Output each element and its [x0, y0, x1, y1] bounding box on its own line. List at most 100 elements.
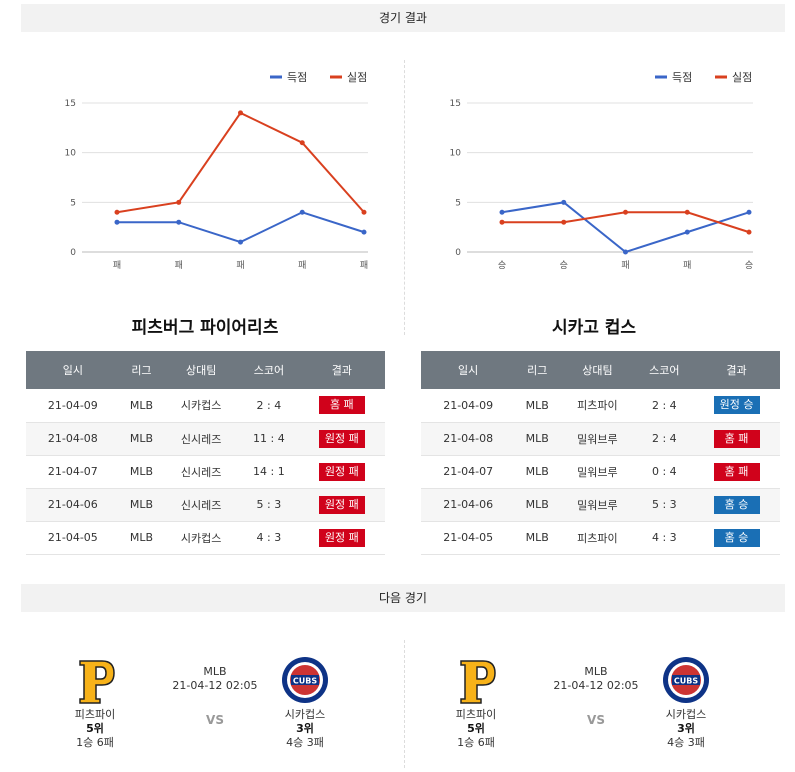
cell-opponent: 신시레즈	[163, 422, 240, 456]
cell-result: 홈 패	[298, 389, 385, 423]
match-info: MLB 21-04-12 02:05 VS	[155, 665, 275, 727]
cell-opponent: 신시레즈	[163, 455, 240, 489]
away-team-rank: 3위	[296, 722, 314, 735]
header-date: 일시	[421, 351, 516, 389]
header-score: 스코어	[239, 351, 299, 389]
data-point	[238, 110, 243, 116]
away-team-name: 시카컵스	[665, 708, 707, 721]
cell-opponent: 피츠파이	[559, 389, 636, 423]
header-score: 스코어	[635, 351, 694, 389]
y-tick-label: 10	[65, 149, 77, 159]
x-tick-label: 패	[113, 260, 121, 271]
data-point	[623, 209, 628, 215]
data-point	[623, 249, 628, 255]
result-badge: 홈 승	[713, 528, 760, 547]
cubs-logo-icon: CUBS	[661, 655, 711, 705]
chart-divider	[404, 60, 405, 335]
y-tick-label: 5	[70, 198, 76, 208]
cell-league: MLB	[119, 422, 164, 456]
vs-label: VS	[206, 713, 224, 727]
next-game-divider	[404, 640, 405, 768]
result-badge: 홈 패	[318, 396, 365, 415]
cubs-team-title: 시카고 컵스	[551, 318, 637, 338]
home-team: 피츠파이 5위 1승 6패	[436, 655, 516, 749]
cell-date: 21-04-07	[421, 455, 516, 489]
match-time: 21-04-12 02:05	[172, 679, 258, 692]
next-game-card: 피츠파이 5위 1승 6패 MLB 21-04-12 02:05 VS CUBS 시카컵스 3위…	[436, 655, 756, 772]
x-tick-label: 승	[745, 260, 753, 271]
x-tick-label: 승	[560, 260, 568, 271]
cell-date: 21-04-08	[26, 422, 120, 456]
legend-label: 득점	[672, 71, 692, 84]
result-badge: 원정 패	[318, 429, 365, 448]
match-info: MLB 21-04-12 02:05 VS	[536, 665, 656, 727]
result-badge: 원정 패	[318, 495, 365, 514]
result-badge: 원정 패	[318, 462, 365, 481]
data-point	[561, 219, 567, 225]
home-team-name: 피츠파이	[455, 708, 497, 721]
cell-date: 21-04-09	[26, 389, 120, 423]
x-tick-label: 패	[175, 260, 183, 271]
cell-date: 21-04-05	[421, 521, 516, 555]
pirates-results-chart: 0 5 10 15 패 패 패 패 패 득점 실점	[65, 71, 369, 271]
vs-label: VS	[587, 713, 605, 727]
data-point	[299, 140, 305, 146]
x-tick-label: 패	[360, 260, 368, 271]
table-row: 21-04-06 MLB 신시레즈 5 : 3 원정 패	[26, 488, 385, 522]
cell-score: 2 : 4	[635, 422, 694, 456]
x-tick-label: 패	[683, 260, 691, 271]
cell-result: 홈 패	[693, 455, 780, 489]
away-team: CUBS 시카컵스 3위 4승 3패	[646, 655, 726, 749]
cell-score: 5 : 3	[635, 488, 694, 522]
cell-result: 원정 패	[298, 521, 385, 555]
cubs-logo-icon: CUBS	[280, 655, 330, 705]
cell-opponent: 피츠파이	[559, 521, 636, 555]
pirates-logo-icon	[451, 655, 501, 705]
series-line-conceded	[502, 211, 750, 234]
y-tick-label: 10	[450, 149, 462, 159]
y-tick-label: 5	[455, 198, 461, 208]
cell-league: MLB	[119, 521, 164, 555]
cell-date: 21-04-06	[421, 488, 516, 522]
cell-league: MLB	[515, 488, 560, 522]
data-point	[684, 209, 690, 215]
cubs-results-table: 일시 리그 상대팀 스코어 결과 21-04-09 MLB 피츠파이 2 : 4 원정 …	[421, 351, 780, 555]
home-team-rank: 5위	[86, 722, 104, 735]
cell-league: MLB	[515, 389, 560, 423]
table-row: 21-04-09 MLB 피츠파이 2 : 4 원정 승	[421, 389, 780, 423]
data-point	[238, 239, 243, 245]
data-point	[746, 229, 752, 235]
cell-score: 4 : 3	[239, 521, 299, 555]
cell-date: 21-04-09	[421, 389, 516, 423]
cell-score: 2 : 4	[635, 389, 694, 423]
cell-league: MLB	[515, 422, 560, 456]
legend-label: 실점	[732, 71, 752, 84]
result-badge: 홈 승	[713, 495, 760, 514]
header-result: 결과	[298, 351, 385, 389]
cell-result: 홈 승	[693, 521, 780, 555]
cell-opponent: 시카컵스	[163, 521, 240, 555]
series-line-score	[117, 211, 365, 244]
home-team-record: 1승 6패	[457, 736, 495, 749]
away-team-record: 4승 3패	[286, 736, 324, 749]
data-point	[746, 209, 752, 215]
table-row: 21-04-09 MLB 시카컵스 2 : 4 홈 패	[26, 389, 385, 423]
legend-label: 실점	[347, 71, 367, 84]
cell-opponent: 밀워브루	[559, 488, 636, 522]
away-team-rank: 3위	[677, 722, 695, 735]
data-point	[176, 219, 182, 225]
table-row: 21-04-08 MLB 밀워브루 2 : 4 홈 패	[421, 422, 780, 456]
cell-score: 0 : 4	[635, 455, 694, 489]
table-row: 21-04-05 MLB 피츠파이 4 : 3 홈 승	[421, 521, 780, 555]
cell-date: 21-04-06	[26, 488, 120, 522]
cell-result: 원정 승	[693, 389, 780, 423]
cell-opponent: 시카컵스	[163, 389, 240, 423]
x-tick-label: 패	[298, 260, 306, 271]
next-game-section-header: 다음 경기	[21, 584, 785, 612]
header-league: 리그	[119, 351, 164, 389]
cell-result: 원정 패	[298, 455, 385, 489]
away-team-name: 시카컵스	[284, 708, 326, 721]
table-header-row: 일시 리그 상대팀 스코어 결과	[26, 351, 385, 389]
match-time: 21-04-12 02:05	[553, 679, 639, 692]
